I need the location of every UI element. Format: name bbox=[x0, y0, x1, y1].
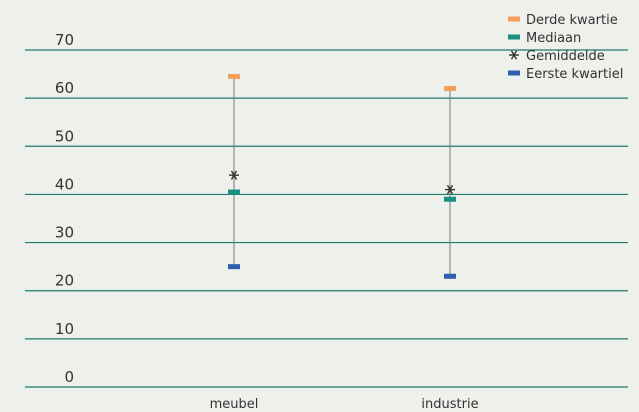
point-0-meubel bbox=[228, 73, 240, 79]
point-1-meubel bbox=[228, 189, 240, 195]
x-category-label: meubel bbox=[210, 397, 259, 412]
point-3-industrie bbox=[444, 273, 456, 279]
legend-marker-1 bbox=[508, 34, 520, 40]
point-2-meubel bbox=[229, 170, 239, 180]
y-tick-label: 20 bbox=[55, 272, 74, 290]
y-tick-label: 10 bbox=[55, 320, 74, 338]
legend-label-0: Derde kwartie bbox=[526, 13, 618, 28]
y-tick-label: 0 bbox=[64, 368, 74, 386]
y-tick-label: 50 bbox=[55, 127, 74, 145]
y-tick-label: 30 bbox=[55, 224, 74, 242]
y-tick-label: 40 bbox=[55, 175, 74, 193]
point-0-industrie bbox=[444, 86, 456, 92]
point-2-industrie bbox=[445, 184, 455, 195]
x-category-label: industrie bbox=[421, 397, 478, 412]
legend-marker-0 bbox=[508, 16, 520, 22]
y-tick-label: 60 bbox=[55, 79, 74, 97]
point-3-meubel bbox=[228, 264, 240, 270]
legend-label-1: Mediaan bbox=[526, 31, 581, 46]
point-1-industrie bbox=[444, 196, 456, 202]
legend-label-2: Gemiddelde bbox=[526, 49, 605, 64]
legend-marker-2 bbox=[509, 50, 519, 60]
y-tick-label: 70 bbox=[55, 31, 74, 49]
legend-marker-3 bbox=[508, 70, 520, 76]
legend-label-3: Eerste kwartiel bbox=[526, 67, 623, 82]
